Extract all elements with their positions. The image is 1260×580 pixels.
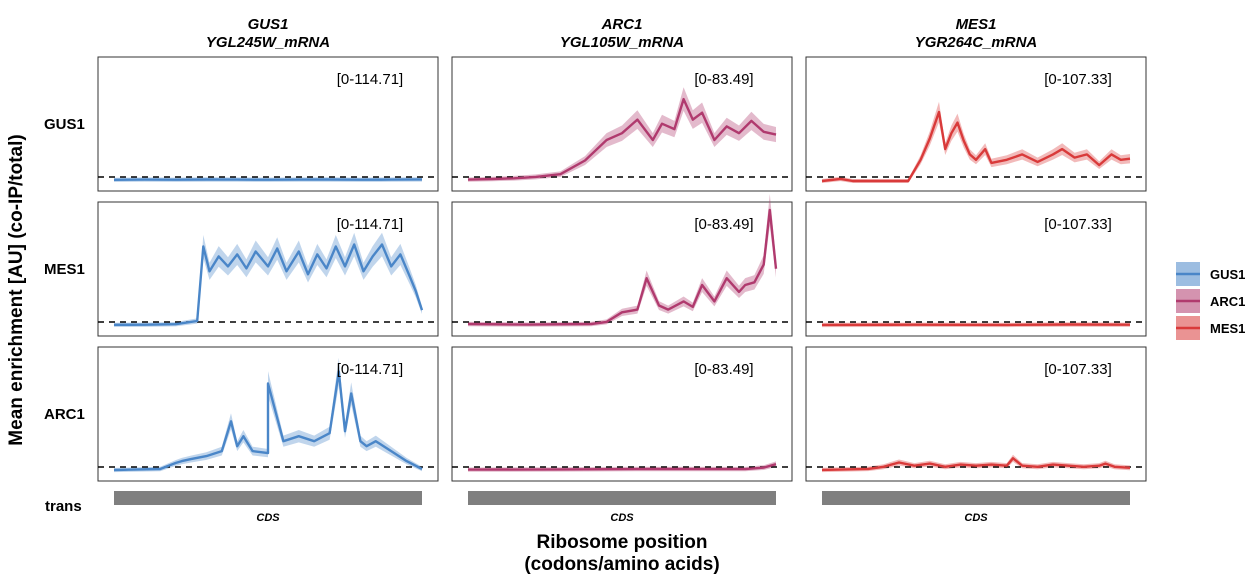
enrichment-line bbox=[821, 457, 1131, 472]
enrichment-line bbox=[467, 463, 777, 471]
transcript-tracks: CDS CDS CDS bbox=[114, 491, 1130, 524]
panel-frame bbox=[805, 56, 1147, 192]
facet-panel: [0-114.71] bbox=[97, 346, 439, 482]
legend-item: ARC1 bbox=[1176, 289, 1245, 313]
legend-label: ARC1 bbox=[1210, 294, 1245, 309]
enrichment-line bbox=[113, 370, 423, 472]
panel-frame bbox=[451, 346, 793, 482]
panel-frame bbox=[97, 56, 439, 192]
cds-bar bbox=[822, 491, 1130, 505]
column-header-transcript: YGL245W_mRNA bbox=[206, 34, 330, 51]
facet-panel: [0-107.33] bbox=[805, 56, 1147, 192]
facet-panel: [0-107.33] bbox=[805, 201, 1147, 337]
panel-frame bbox=[805, 346, 1147, 482]
legend-item: GUS1 bbox=[1176, 262, 1245, 286]
cds-bar bbox=[114, 491, 422, 505]
enrichment-line bbox=[467, 97, 777, 181]
y-axis-title: Mean enrichment [AU] (co-IP/total) bbox=[6, 134, 27, 445]
confidence-band bbox=[822, 454, 1130, 473]
x-axis-title-line1: Ribosome position bbox=[537, 532, 708, 553]
range-label: [0-83.49] bbox=[694, 361, 753, 378]
legend-item: MES1 bbox=[1176, 316, 1245, 340]
facet-panel: [0-114.71] bbox=[97, 56, 439, 192]
column-header-gene: GUS1 bbox=[248, 16, 289, 33]
enrichment-line bbox=[113, 243, 424, 326]
facet-panel: [0-107.33] bbox=[805, 346, 1147, 482]
legend: GUS1 ARC1 MES1 bbox=[1176, 262, 1245, 340]
legend-label: GUS1 bbox=[1210, 267, 1245, 282]
column-header-gene: ARC1 bbox=[601, 16, 643, 33]
row-label: MES1 bbox=[44, 261, 85, 278]
facet-panel: [0-83.49] bbox=[451, 56, 793, 192]
facet-panel: [0-114.71] bbox=[97, 201, 439, 337]
panel-frame bbox=[451, 56, 793, 192]
range-label: [0-83.49] bbox=[694, 71, 753, 88]
track-label: trans bbox=[45, 498, 82, 515]
range-label: [0-114.71] bbox=[337, 71, 403, 88]
facet-panel: [0-83.49] bbox=[451, 194, 793, 337]
range-label: [0-114.71] bbox=[337, 216, 403, 233]
cds-label: CDS bbox=[256, 512, 280, 524]
range-label: [0-107.33] bbox=[1044, 361, 1112, 378]
cds-label: CDS bbox=[964, 512, 988, 524]
row-labels: GUS1 MES1 ARC1 bbox=[44, 116, 85, 423]
facet-panel: [0-83.49] bbox=[451, 346, 793, 482]
row-label: ARC1 bbox=[44, 406, 85, 423]
enrichment-line bbox=[821, 110, 1131, 183]
column-header-transcript: YGL105W_mRNA bbox=[560, 34, 684, 51]
range-label: [0-107.33] bbox=[1044, 71, 1112, 88]
x-axis-title-line2: (codons/amino acids) bbox=[524, 554, 719, 575]
range-label: [0-83.49] bbox=[694, 216, 753, 233]
legend-label: MES1 bbox=[1210, 321, 1245, 336]
range-label: [0-107.33] bbox=[1044, 216, 1112, 233]
panel-frame bbox=[805, 201, 1147, 337]
panel-frame bbox=[97, 201, 439, 337]
column-header-transcript: YGR264C_mRNA bbox=[915, 34, 1038, 51]
row-label: GUS1 bbox=[44, 116, 85, 133]
enrichment-line bbox=[467, 208, 778, 326]
range-label: [0-114.71] bbox=[337, 361, 403, 378]
column-header-gene: MES1 bbox=[956, 16, 997, 33]
cds-bar bbox=[468, 491, 776, 505]
cds-label: CDS bbox=[610, 512, 634, 524]
facet-panels: [0-114.71] [0-83.49] [0-107.33] [0-114.71] [… bbox=[97, 56, 1147, 482]
